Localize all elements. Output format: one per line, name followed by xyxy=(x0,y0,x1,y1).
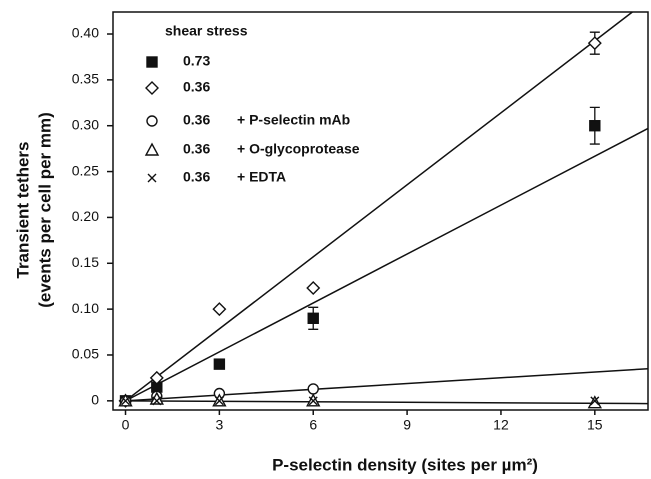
x-tick-label: 15 xyxy=(587,417,603,433)
marker xyxy=(587,395,602,409)
y-tick-label: 0.10 xyxy=(72,300,99,316)
marker xyxy=(212,302,227,317)
legend-marker xyxy=(145,81,159,95)
marker xyxy=(590,396,600,406)
x-tick-label: 0 xyxy=(122,417,130,433)
legend-treatment: + O-glycoprotease xyxy=(237,141,360,157)
legend-label: 0.36 xyxy=(183,112,210,128)
marker xyxy=(307,383,319,395)
legend-treatment: + P-selectin mAb xyxy=(237,112,350,128)
plot-frame xyxy=(112,11,649,411)
legend-marker xyxy=(146,56,158,68)
marker xyxy=(308,396,318,406)
y-tick-label: 0.05 xyxy=(72,346,99,362)
legend-treatment: + EDTA xyxy=(237,169,286,185)
legend-marker xyxy=(147,173,157,183)
legend-marker xyxy=(146,115,158,127)
y-tick-label: 0.30 xyxy=(72,116,99,132)
fit-line xyxy=(125,127,649,402)
marker xyxy=(214,396,224,406)
legend-label: 0.36 xyxy=(183,141,210,157)
marker xyxy=(121,396,131,406)
y-tick-label: 0.25 xyxy=(72,162,99,178)
y-tick-label: 0 xyxy=(91,392,99,408)
y-tick-label: 0.40 xyxy=(72,25,99,41)
x-axis-label: P-selectin density (sites per µm²) xyxy=(272,455,538,474)
legend-label: 0.36 xyxy=(183,79,210,95)
x-tick-label: 3 xyxy=(215,417,223,433)
marker xyxy=(306,281,321,296)
marker xyxy=(149,370,164,385)
fit-line xyxy=(125,11,633,402)
marker xyxy=(587,36,602,51)
marker xyxy=(589,120,601,132)
y-axis-label: Transient tethers xyxy=(13,142,32,279)
legend-title: shear stress xyxy=(165,23,248,39)
marker xyxy=(307,312,319,324)
marker xyxy=(152,396,162,406)
marker xyxy=(213,358,226,370)
fit-line xyxy=(125,367,649,402)
x-tick-label: 9 xyxy=(403,417,411,433)
legend-label: 0.36 xyxy=(183,169,210,185)
fit-line xyxy=(125,400,649,405)
x-tick-label: 6 xyxy=(309,417,317,433)
y-tick-label: 0.35 xyxy=(72,71,99,87)
x-tick-label: 12 xyxy=(493,417,509,433)
y-tick-label: 0.20 xyxy=(72,208,99,224)
y-axis-label: (events per cell per mm) xyxy=(35,112,54,308)
legend-label: 0.73 xyxy=(183,53,210,69)
legend-marker xyxy=(144,142,160,156)
y-tick-label: 0.15 xyxy=(72,254,99,270)
